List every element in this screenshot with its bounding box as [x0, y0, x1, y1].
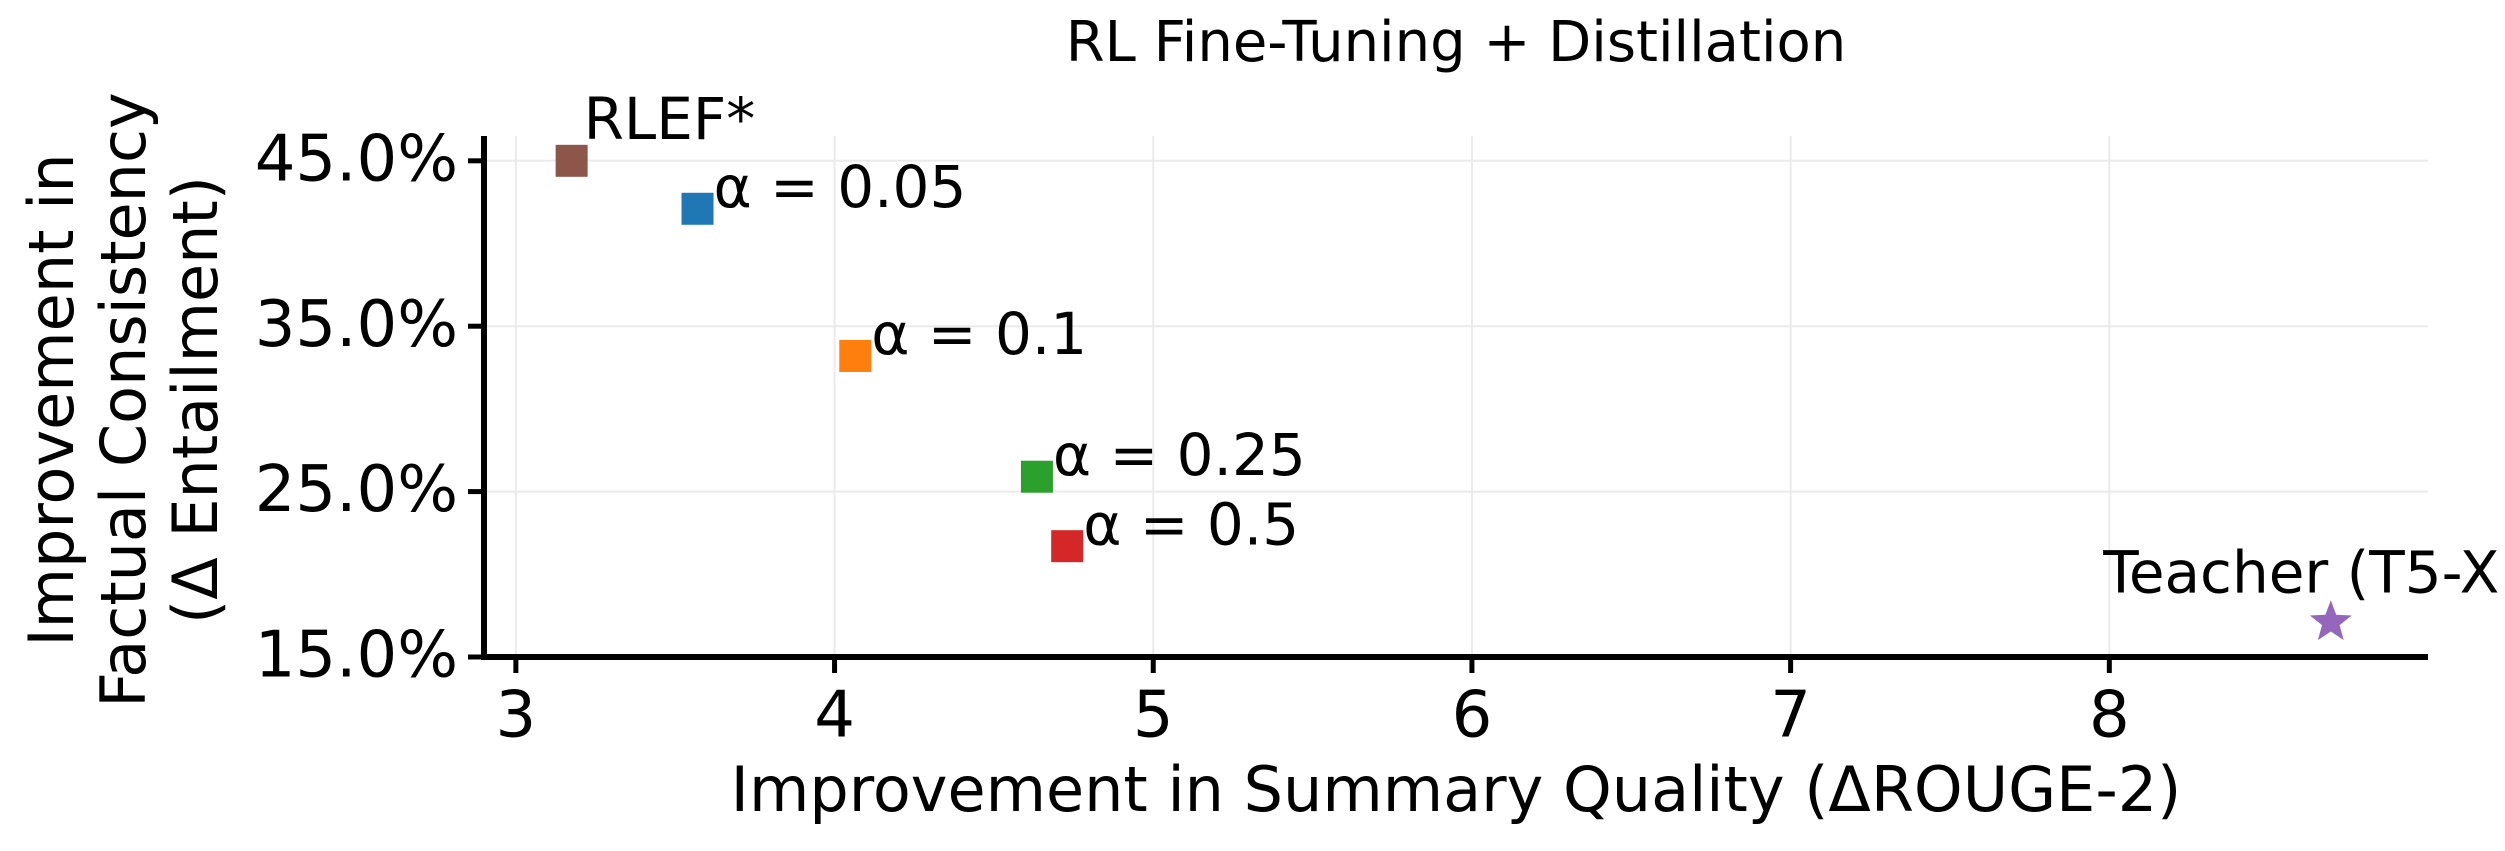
point [2309, 600, 2352, 641]
y-axis-label-line: Factual Consistency [87, 92, 160, 707]
point [1051, 530, 1084, 563]
y-tick-label: 45.0% [255, 122, 458, 196]
x-axis-label: Improvement in Summary Quality (ΔROUGE-2… [731, 753, 2182, 826]
point-label: Teacher (T5-XL) [2102, 538, 2505, 606]
y-tick-label: 35.0% [255, 288, 458, 362]
x-tick-label: 3 [496, 679, 537, 753]
y-axis-label-line: (Δ Entailment) [159, 176, 232, 624]
x-tick-label: 7 [1770, 679, 1811, 753]
y-tick-label: 15.0% [255, 619, 458, 693]
x-tick-label: 6 [1452, 679, 1493, 753]
point-label: α = 0.5 [1083, 490, 1299, 558]
point [1020, 460, 1053, 493]
point [681, 192, 714, 225]
point-label: RLEF* [584, 85, 756, 153]
point [839, 339, 872, 372]
x-tick-label: 4 [814, 679, 855, 753]
point-label: α = 0.1 [871, 300, 1087, 368]
y-tick-label: 25.0% [255, 453, 458, 527]
x-tick-label: 8 [2089, 679, 2130, 753]
point [555, 144, 588, 177]
point-label: α = 0.05 [714, 153, 967, 221]
chart-title: RL Fine-Tuning + Distillation [1066, 10, 1847, 75]
point-label: α = 0.25 [1053, 421, 1306, 489]
y-axis-label-line: Improvement in [15, 153, 88, 646]
x-tick-label: 5 [1133, 679, 1174, 753]
y-axis-label: Improvement in Factual Consistency (Δ En… [15, 92, 232, 707]
